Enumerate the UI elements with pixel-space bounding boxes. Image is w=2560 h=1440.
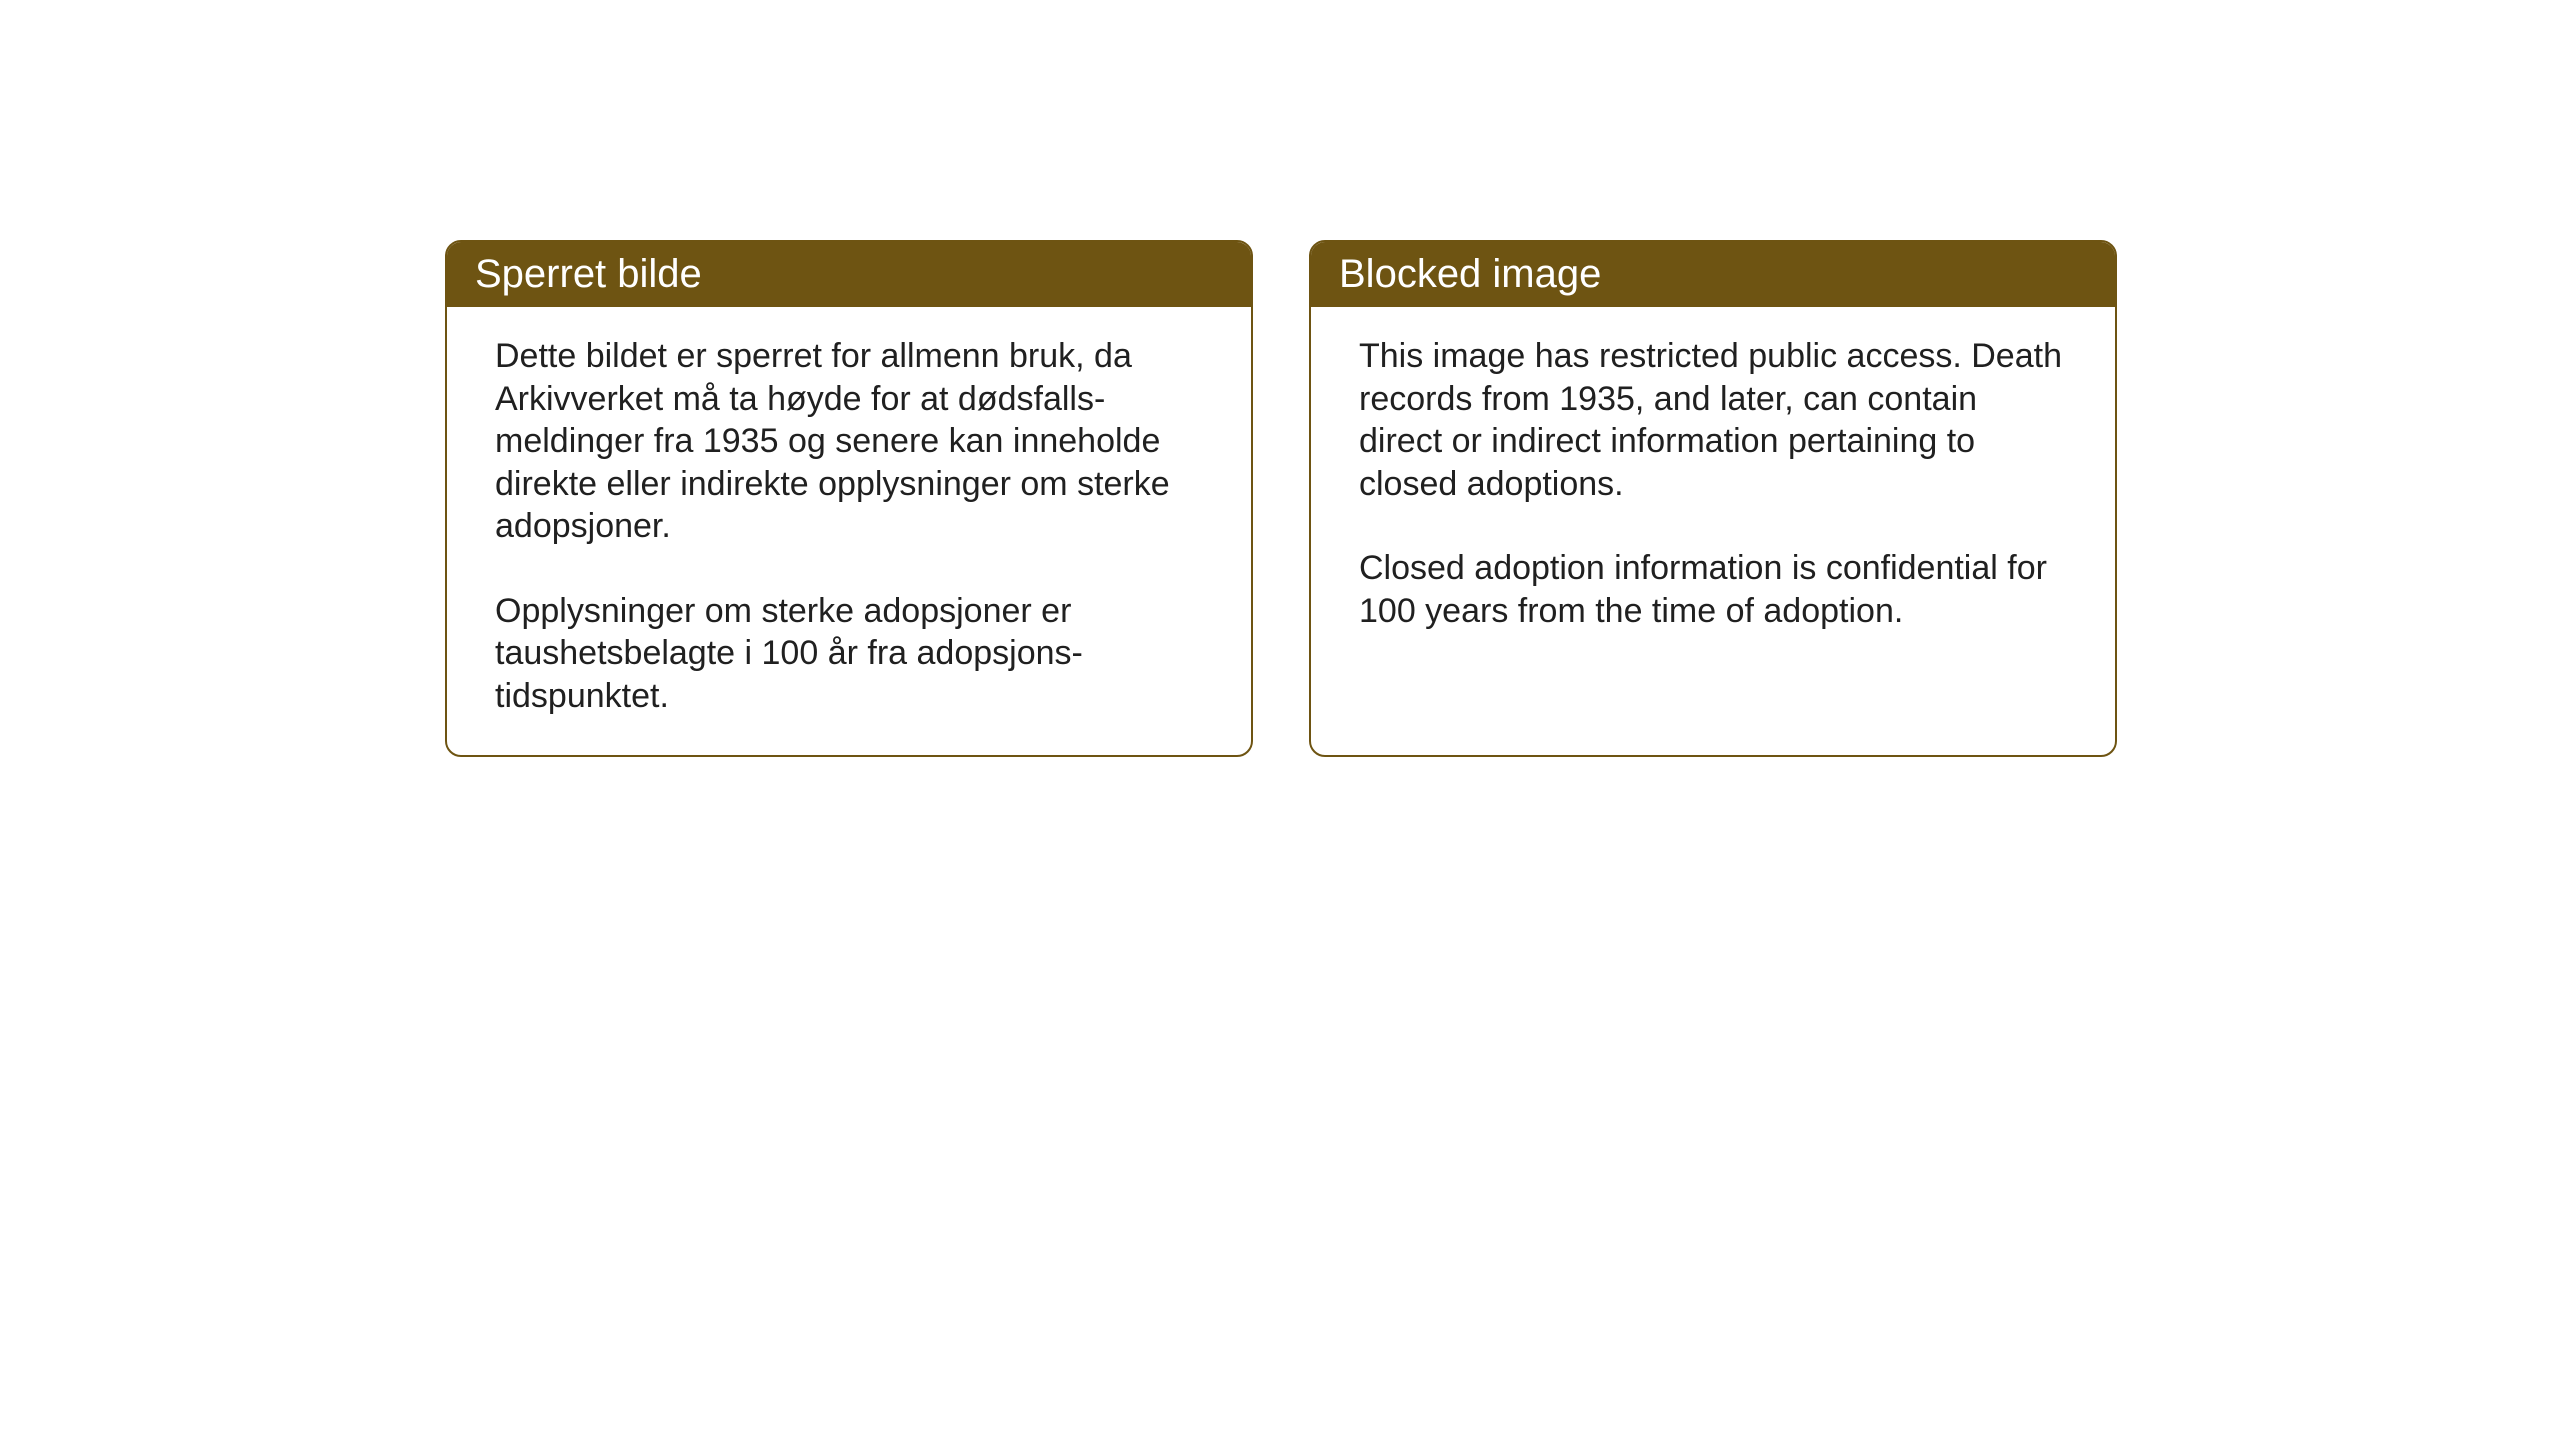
card-title-english: Blocked image	[1311, 242, 2115, 307]
card-title-norwegian: Sperret bilde	[447, 242, 1251, 307]
paragraph-text: Opplysninger om sterke adopsjoner er tau…	[495, 590, 1203, 718]
card-container: Sperret bilde Dette bildet er sperret fo…	[445, 240, 2560, 757]
paragraph-text: This image has restricted public access.…	[1359, 335, 2067, 505]
notice-card-english: Blocked image This image has restricted …	[1309, 240, 2117, 757]
paragraph-text: Closed adoption information is confident…	[1359, 547, 2067, 632]
card-body-english: This image has restricted public access.…	[1311, 307, 2115, 743]
notice-card-norwegian: Sperret bilde Dette bildet er sperret fo…	[445, 240, 1253, 757]
paragraph-text: Dette bildet er sperret for allmenn bruk…	[495, 335, 1203, 548]
card-body-norwegian: Dette bildet er sperret for allmenn bruk…	[447, 307, 1251, 755]
